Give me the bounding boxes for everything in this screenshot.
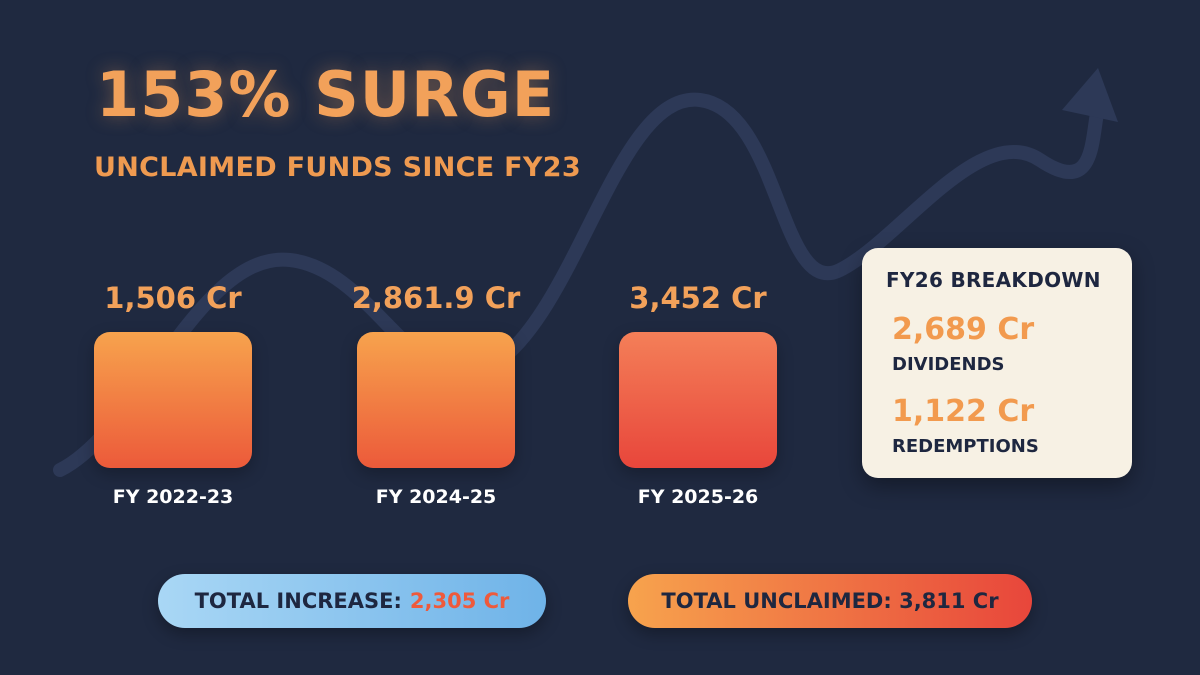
bar-group-fy2022-23: 1,506 Cr FY 2022-23 bbox=[53, 278, 293, 508]
bar-label: FY 2024-25 bbox=[375, 486, 497, 508]
bar-value: 2,861.9 Cr bbox=[351, 281, 521, 315]
bar-block bbox=[94, 332, 252, 468]
bar-value: 1,506 Cr bbox=[104, 281, 242, 315]
arrow-up-icon bbox=[1062, 68, 1118, 122]
total-increase-label: TOTAL INCREASE: bbox=[194, 589, 402, 613]
total-increase-value: 2,305 Cr bbox=[409, 589, 510, 613]
total-increase-pill: TOTAL INCREASE: 2,305 Cr bbox=[158, 574, 546, 628]
dividends-value: 2,689 Cr bbox=[892, 312, 1035, 347]
bar-label: FY 2025-26 bbox=[637, 486, 759, 508]
redemptions-label: REDEMPTIONS bbox=[892, 436, 1039, 457]
bar-value: 3,452 Cr bbox=[629, 281, 767, 315]
breakdown-title: FY26 BREAKDOWN bbox=[886, 268, 1101, 292]
bar-block bbox=[619, 332, 777, 468]
redemptions-value: 1,122 Cr bbox=[892, 394, 1035, 429]
total-unclaimed-pill: TOTAL UNCLAIMED: 3,811 Cr bbox=[628, 574, 1032, 628]
bar-group-fy2024-25: 2,861.9 Cr FY 2024-25 bbox=[316, 278, 556, 508]
bar-group-fy2025-26: 3,452 Cr FY 2025-26 bbox=[578, 278, 818, 508]
breakdown-card: FY26 BREAKDOWN 2,689 Cr DIVIDENDS 1,122 … bbox=[862, 248, 1132, 478]
bar-label: FY 2022-23 bbox=[112, 486, 234, 508]
subheadline: UNCLAIMED FUNDS SINCE FY23 bbox=[94, 152, 581, 183]
bar-block bbox=[357, 332, 515, 468]
dividends-label: DIVIDENDS bbox=[892, 354, 1005, 375]
total-unclaimed-text: TOTAL UNCLAIMED: 3,811 Cr bbox=[661, 589, 999, 613]
headline: 153% SURGE bbox=[96, 58, 556, 131]
